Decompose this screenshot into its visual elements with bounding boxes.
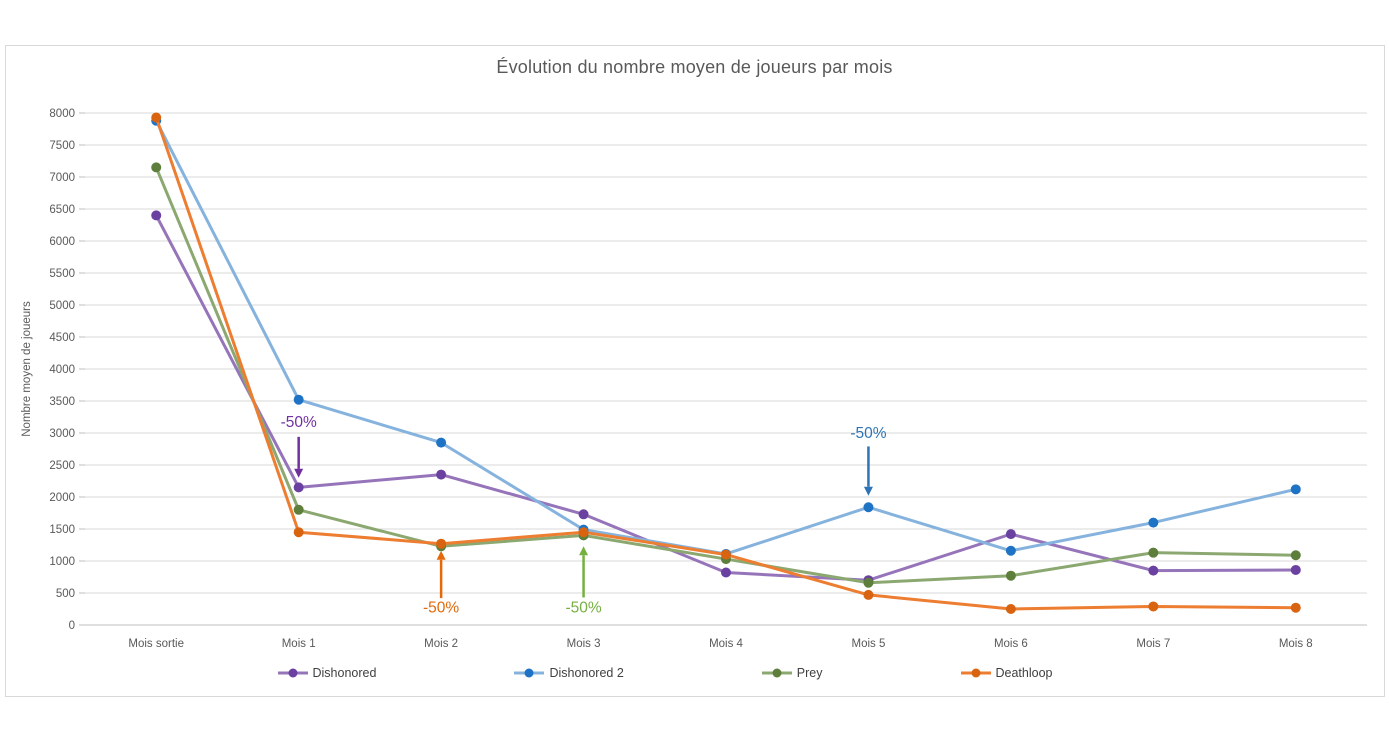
data-point-dishonored-2[interactable] <box>436 437 447 448</box>
data-point-prey[interactable] <box>293 504 304 515</box>
chart-title: Évolution du nombre moyen de joueurs par… <box>496 57 893 77</box>
legend-item-deathloop[interactable]: Deathloop <box>960 666 1053 680</box>
data-point-deathloop[interactable] <box>1290 602 1301 613</box>
series-line-deathloop <box>154 115 1298 611</box>
annotation-label: -50% <box>850 425 886 442</box>
data-point-deathloop[interactable] <box>1005 604 1016 614</box>
data-point-dishonored[interactable] <box>1290 564 1301 575</box>
legend-item-prey[interactable]: Prey <box>761 666 823 680</box>
y-tick-label: 4500 <box>49 332 75 344</box>
data-point-deathloop[interactable] <box>1148 601 1159 612</box>
data-point-dishonored-2[interactable] <box>1148 517 1159 528</box>
x-tick-label: Mois 6 <box>994 638 1028 650</box>
data-point-deathloop[interactable] <box>721 549 731 560</box>
y-tick-label: 500 <box>56 588 75 600</box>
y-tick-label: 3000 <box>49 428 75 440</box>
data-point-prey[interactable] <box>151 162 162 173</box>
series-line-dishonored <box>154 213 1298 582</box>
y-tick-label: 4000 <box>49 364 75 376</box>
legend-item-dishonored[interactable]: Dishonored <box>277 666 377 680</box>
y-tick-label: 0 <box>69 620 75 632</box>
x-tick-label: Mois sortie <box>128 638 184 650</box>
x-tick-label: Mois 7 <box>1136 638 1170 650</box>
legend-item-dishonored-2[interactable]: Dishonored 2 <box>514 666 624 680</box>
chart-panel <box>5 45 1385 697</box>
chart-legend: Dishonored Dishonored 2 Prey Deathloop <box>0 666 1330 680</box>
data-point-prey[interactable] <box>863 577 874 588</box>
y-tick-label: 1500 <box>49 524 75 536</box>
legend-label: Dishonored <box>312 666 377 680</box>
legend-marker-icon <box>514 668 545 678</box>
data-point-deathloop[interactable] <box>863 589 874 600</box>
data-point-dishonored[interactable] <box>1148 565 1159 576</box>
legend-marker-icon <box>761 668 792 678</box>
annotation-arrowhead <box>294 468 304 478</box>
data-point-dishonored[interactable] <box>293 482 304 493</box>
data-point-dishonored[interactable] <box>578 509 589 520</box>
legend-label: Dishonored 2 <box>549 666 624 680</box>
data-point-dishonored-2[interactable] <box>1290 484 1301 495</box>
data-point-dishonored[interactable] <box>721 567 731 578</box>
series-line-prey <box>154 165 1298 585</box>
y-tick-label: 2000 <box>49 492 75 504</box>
y-tick-label: 7000 <box>49 172 75 184</box>
legend-marker-icon <box>277 668 308 678</box>
y-tick-label: 6000 <box>49 236 75 248</box>
y-tick-label: 5000 <box>49 300 75 312</box>
legend-label: Deathloop <box>995 666 1053 680</box>
legend-label: Prey <box>796 666 823 680</box>
data-point-prey[interactable] <box>1148 547 1159 558</box>
y-axis-title: Nombre moyen de joueurs <box>21 301 33 437</box>
data-point-dishonored-2[interactable] <box>293 394 304 405</box>
x-tick-label: Mois 1 <box>282 638 316 650</box>
y-tick-label: 7500 <box>49 140 75 152</box>
annotation-label: -50% <box>281 414 317 431</box>
annotation-arrowhead <box>863 486 873 496</box>
y-tick-label: 6500 <box>49 204 75 216</box>
x-tick-label: Mois 3 <box>567 638 601 650</box>
y-tick-label: 3500 <box>49 396 75 408</box>
legend-marker-icon <box>960 668 991 678</box>
data-point-deathloop[interactable] <box>578 527 589 538</box>
x-tick-label: Mois 8 <box>1279 638 1313 650</box>
x-tick-label: Mois 2 <box>424 638 458 650</box>
annotation-arrowhead <box>579 546 589 556</box>
data-point-dishonored-2[interactable] <box>1005 545 1016 556</box>
data-point-prey[interactable] <box>1005 570 1016 581</box>
data-point-dishonored[interactable] <box>436 469 447 480</box>
y-tick-label: 1000 <box>49 556 75 568</box>
y-tick-label: 5500 <box>49 268 75 280</box>
data-point-dishonored[interactable] <box>151 210 162 221</box>
data-point-dishonored[interactable] <box>1005 529 1016 540</box>
x-tick-label: Mois 5 <box>852 638 886 650</box>
data-point-deathloop[interactable] <box>436 538 447 549</box>
annotation-arrowhead <box>436 550 446 560</box>
data-point-prey[interactable] <box>1290 550 1301 561</box>
data-point-deathloop[interactable] <box>293 527 304 538</box>
annotation-label: -50% <box>423 600 459 617</box>
annotation-label: -50% <box>565 600 601 617</box>
data-point-dishonored-2[interactable] <box>863 502 874 513</box>
x-tick-label: Mois 4 <box>709 638 743 650</box>
y-tick-label: 2500 <box>49 460 75 472</box>
y-tick-label: 8000 <box>49 108 75 120</box>
data-point-deathloop[interactable] <box>151 112 162 123</box>
